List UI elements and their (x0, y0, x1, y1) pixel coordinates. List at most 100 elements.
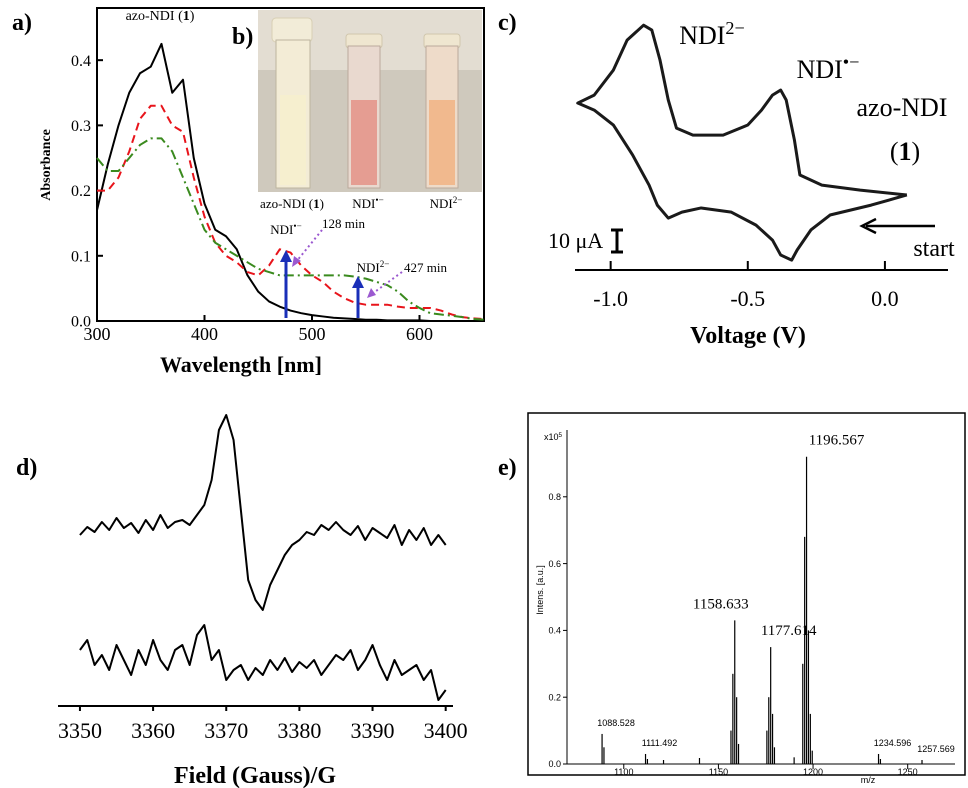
annotation: NDI•− (797, 52, 860, 84)
annotation: start (913, 236, 955, 262)
y-axis-label: Absorbance (39, 129, 54, 201)
series-line (96, 42, 484, 322)
text-run: 2− (453, 195, 463, 205)
text-run: NDI (679, 21, 725, 50)
x-tick-label: 1200 (803, 767, 823, 777)
cuvette-cap (271, 17, 313, 43)
peak-label: 1111.492 (642, 738, 678, 748)
x-tick-label: -1.0 (593, 286, 628, 311)
text-run: start (913, 236, 955, 262)
panel-label: b) (232, 24, 253, 50)
peak-label: 1196.567 (809, 433, 865, 449)
peak-label: 1234.596 (874, 738, 912, 748)
text-run: 427 min (404, 260, 447, 275)
series-line (576, 23, 908, 262)
text-run: ) (912, 137, 921, 166)
y-tick-label: 0.4 (548, 626, 561, 636)
y-axis-label: Intens. [a.u.] (535, 565, 545, 615)
text-run: ) (190, 9, 195, 24)
text-run: azo-NDI (857, 93, 948, 122)
series-line (97, 104, 485, 321)
x-tick-label: 3390 (351, 718, 395, 743)
panel-label: c) (498, 10, 517, 36)
y-tick-label: 0.6 (548, 559, 561, 569)
text-run: 2− (725, 18, 744, 38)
text-run: •− (375, 195, 383, 205)
solution (429, 100, 455, 185)
x-tick-label: 1150 (709, 767, 728, 777)
peak-label: 1088.528 (597, 718, 635, 728)
scale-bar-label: 10 μA (548, 228, 603, 253)
solution (351, 100, 377, 185)
x-tick-label: 3370 (204, 718, 248, 743)
text-run: 1 (313, 196, 320, 211)
x-tick-label: -0.5 (730, 286, 765, 311)
annotation-arrows (280, 217, 966, 776)
y-tick-label: 0.0 (71, 314, 91, 331)
y-tick-label: 0.4 (71, 53, 91, 70)
x-tick-label: 3380 (277, 718, 321, 743)
inset-photo (258, 10, 482, 192)
y-tick-label: 0.2 (548, 692, 561, 702)
text-run: •− (293, 221, 301, 231)
text-run: azo-NDI ( (126, 9, 183, 24)
text-run: 128 min (322, 216, 365, 231)
text-run: NDI (430, 196, 453, 211)
x-tick-label: 3350 (58, 718, 102, 743)
annotation: NDI•− (270, 221, 301, 237)
x-axis-label: Wavelength [nm] (160, 352, 322, 377)
text-run: NDI (352, 196, 375, 211)
text-run: 2− (380, 259, 390, 269)
annotation: azo-NDI (857, 93, 948, 122)
axis-frame (96, 7, 485, 322)
series-line (79, 624, 447, 701)
text-run: NDI (797, 55, 843, 84)
x-tick-label: 3400 (424, 718, 468, 743)
y-tick-label: 0.2 (71, 183, 91, 200)
annotation: NDI2− (679, 18, 745, 50)
peak-label: 1177.614 (761, 623, 817, 639)
text-run: •− (843, 52, 860, 72)
arrow-head (367, 288, 376, 298)
pointer-arrow (295, 229, 323, 263)
multiplier: x105 (544, 432, 563, 443)
y-tick-label: 0.1 (71, 248, 91, 265)
panel-label: d) (16, 455, 37, 481)
photo-label: NDI2− (430, 195, 463, 211)
text-run: NDI (357, 260, 380, 275)
annotation: NDI2− (357, 259, 390, 275)
text-run: 1 (899, 137, 912, 166)
x-tick-label: 0.0 (871, 286, 899, 311)
annotation: 427 min (404, 260, 447, 275)
panel-e-frame (527, 412, 966, 776)
x-tick-label: 300 (84, 324, 111, 344)
arrow-head (352, 276, 364, 288)
x-tick-label: 1100 (614, 767, 633, 777)
peak-label: 1257.569 (917, 744, 955, 754)
x-axis-label: Voltage (V) (690, 323, 806, 349)
photo-label: azo-NDI (1) (260, 196, 324, 211)
peak-label: 1158.633 (693, 596, 749, 612)
text-run: x10 (544, 432, 559, 442)
annotation: 128 min (322, 216, 365, 231)
text-run: ) (320, 196, 324, 211)
series-line (79, 414, 447, 611)
text-run: ( (890, 137, 899, 166)
annotation: (1) (890, 137, 920, 166)
x-tick-label: 400 (191, 324, 218, 344)
series-line (96, 137, 485, 321)
text-run: 1 (183, 9, 190, 24)
x-tick-label: 1250 (898, 767, 918, 777)
x-axis-label: m/z (861, 775, 876, 785)
x-tick-label: 3360 (131, 718, 175, 743)
arrow-head (859, 217, 877, 235)
pointer-arrow (371, 271, 403, 295)
y-tick-label: 0.8 (548, 492, 561, 502)
panel-label: a) (12, 10, 32, 36)
solution (280, 95, 306, 185)
y-tick-label: 0.3 (71, 118, 91, 135)
text-run: NDI (270, 222, 293, 237)
y-tick-label: 0.0 (548, 759, 561, 769)
annotation: azo-NDI (1) (126, 9, 195, 24)
